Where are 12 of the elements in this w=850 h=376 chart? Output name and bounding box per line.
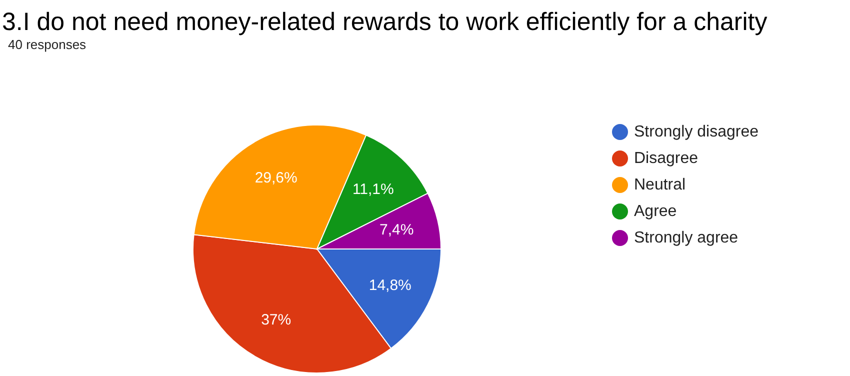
legend-label: Neutral [634, 176, 686, 194]
legend-label: Strongly disagree [634, 124, 759, 140]
data-label: 14,8% [368, 277, 412, 294]
data-label: 29,6% [254, 170, 298, 187]
legend-label: Disagree [634, 150, 698, 167]
text: 40 responses [8, 37, 87, 52]
legend-label: Agree [634, 203, 677, 220]
data-label: 37% [261, 311, 292, 328]
data-label: 11,1% [352, 180, 394, 198]
data-label: 7,4% [380, 222, 414, 239]
legend-label: Strongly agree [634, 230, 738, 246]
chart-title: 3.I do not need money-related rewards to work efficiently for a charity [2, 8, 768, 36]
